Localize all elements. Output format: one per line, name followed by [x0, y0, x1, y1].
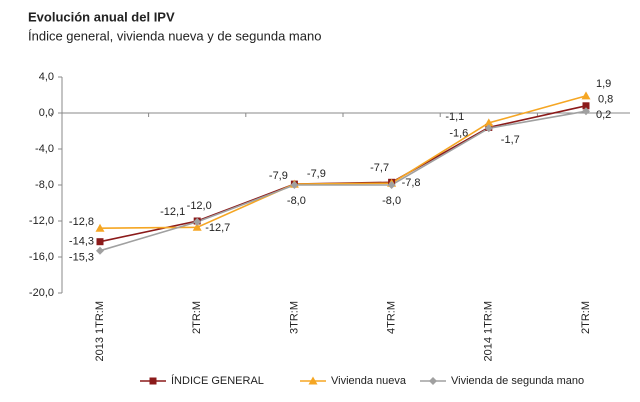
data-label: -1,6 — [449, 127, 468, 139]
legend-label: Vivienda nueva — [331, 375, 407, 387]
chart-title: Evolución anual del IPV — [28, 9, 175, 24]
data-label: -12,1 — [160, 206, 185, 218]
data-label: 1,9 — [596, 78, 611, 90]
legend-marker — [429, 377, 437, 385]
data-label: -12,8 — [69, 216, 94, 228]
x-tick-label: 2014 1TR:M — [483, 301, 495, 362]
data-label: -8,0 — [382, 195, 401, 207]
data-label: -12,0 — [187, 200, 212, 212]
marker — [387, 181, 396, 189]
y-tick-label: -8,0 — [35, 179, 54, 191]
x-tick-label: 2013 1TR:M — [94, 301, 106, 362]
legend-marker — [308, 376, 318, 385]
y-tick-label: -12,0 — [29, 215, 54, 227]
data-label: -7,7 — [370, 162, 389, 174]
marker — [582, 102, 590, 110]
data-label: -14,3 — [69, 236, 94, 248]
legend-label: Vivienda de segunda mano — [451, 375, 584, 387]
legend-marker — [149, 377, 157, 385]
y-tick-label: -20,0 — [29, 287, 54, 299]
data-label: -1,7 — [501, 134, 520, 146]
marker — [484, 124, 493, 133]
marker — [581, 91, 591, 100]
x-tick-label: 4TR:M — [386, 301, 398, 334]
chart-subtitle: Índice general, vivienda nueva y de segu… — [28, 28, 321, 43]
x-tick-label: 3TR:M — [288, 301, 300, 334]
data-label: -12,7 — [205, 222, 230, 234]
marker — [95, 223, 105, 232]
legend-label: ÍNDICE GENERAL — [171, 374, 264, 387]
data-label: -1,1 — [445, 111, 464, 123]
marker — [484, 118, 494, 127]
data-label: -7,9 — [307, 168, 326, 180]
x-tick-label: 2TR:M — [191, 301, 203, 334]
y-tick-label: 4,0 — [39, 71, 54, 83]
marker — [192, 222, 202, 231]
data-label: -7,9 — [269, 170, 288, 182]
marker — [290, 181, 299, 189]
data-label: -8,0 — [287, 195, 306, 207]
marker — [96, 238, 104, 246]
data-label: -15,3 — [69, 252, 94, 264]
marker — [193, 217, 202, 226]
series-line — [99, 110, 587, 252]
marker — [582, 107, 590, 116]
y-tick-label: -4,0 — [35, 143, 54, 155]
marker — [96, 246, 104, 255]
data-label: -7,8 — [402, 177, 421, 189]
data-label: 0,8 — [598, 94, 613, 106]
data-label: 0,2 — [596, 109, 611, 121]
x-tick-label: 2TR:M — [580, 301, 592, 334]
y-tick-label: -16,0 — [29, 251, 54, 263]
y-tick-label: 0,0 — [39, 107, 54, 119]
